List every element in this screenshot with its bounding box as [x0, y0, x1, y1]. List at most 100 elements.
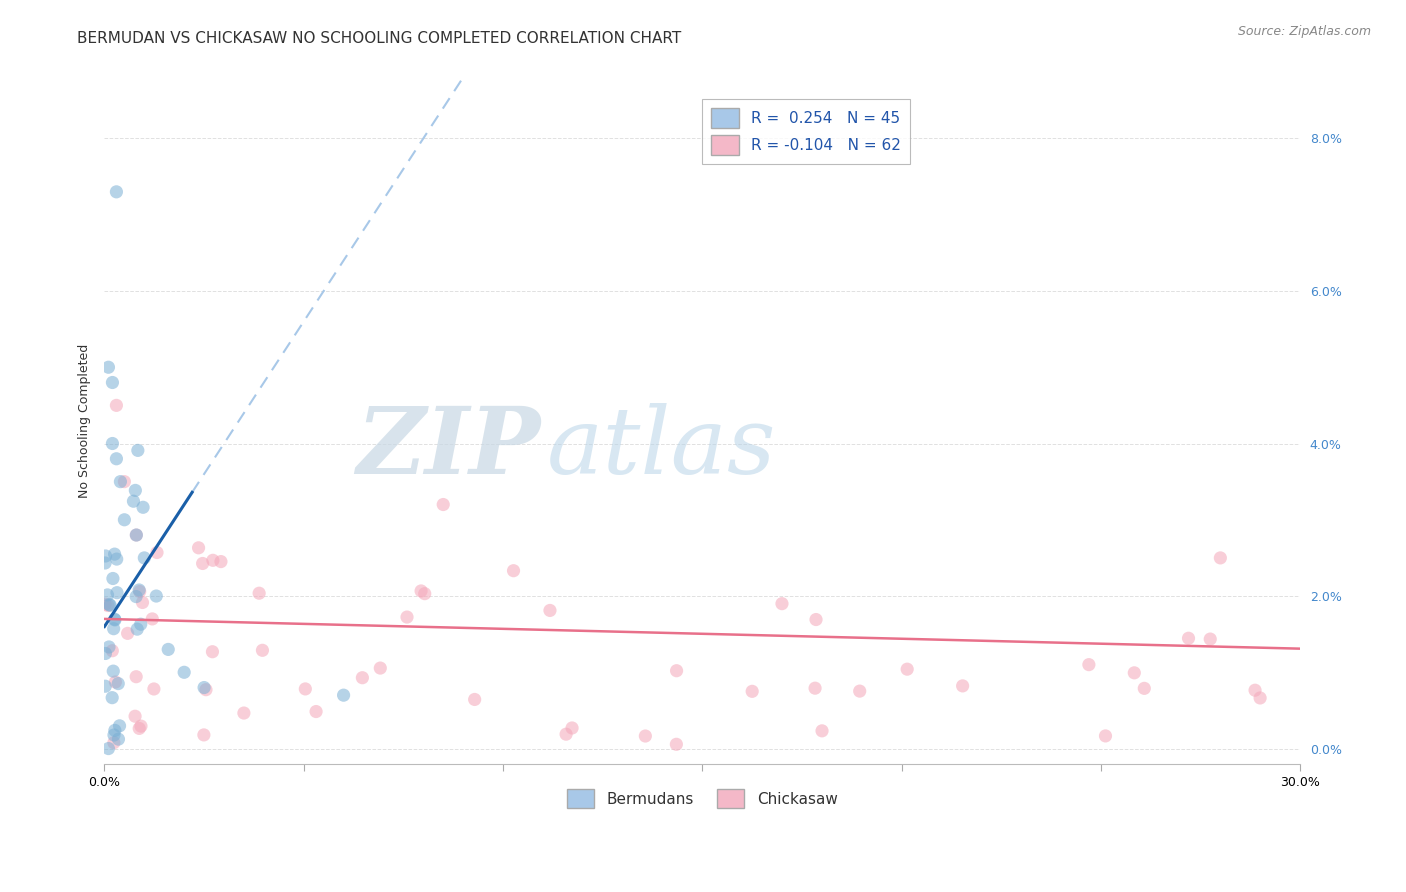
Point — [1244, 683, 1267, 698]
Point — [804, 613, 827, 627]
Point — [104, 547, 127, 561]
Y-axis label: No Schooling Completed: No Schooling Completed — [79, 343, 91, 498]
Text: ZIP: ZIP — [357, 403, 541, 493]
Point — [94, 597, 117, 611]
Point — [104, 613, 127, 627]
Point — [134, 550, 156, 565]
Point — [141, 612, 163, 626]
Point — [1209, 550, 1232, 565]
Point — [395, 610, 418, 624]
Point — [741, 684, 763, 698]
Point — [561, 721, 583, 735]
Point — [104, 612, 127, 626]
Point — [96, 588, 118, 602]
Point — [848, 684, 870, 698]
Point — [1199, 632, 1222, 646]
Point — [103, 622, 125, 636]
Point — [157, 642, 180, 657]
Text: atlas: atlas — [547, 403, 776, 493]
Point — [104, 675, 127, 690]
Point — [201, 553, 224, 567]
Point — [665, 737, 688, 751]
Point — [125, 528, 148, 542]
Point — [146, 545, 169, 559]
Text: Source: ZipAtlas.com: Source: ZipAtlas.com — [1237, 25, 1371, 38]
Text: BERMUDAN VS CHICKASAW NO SCHOOLING COMPLETED CORRELATION CHART: BERMUDAN VS CHICKASAW NO SCHOOLING COMPL… — [77, 31, 682, 46]
Point — [108, 719, 131, 733]
Point — [101, 376, 124, 390]
Point — [368, 661, 391, 675]
Point — [191, 557, 214, 571]
Point — [409, 583, 432, 598]
Point — [332, 688, 354, 702]
Point — [811, 723, 834, 738]
Point — [896, 662, 918, 676]
Point — [555, 727, 578, 741]
Point — [98, 598, 121, 612]
Point — [432, 498, 454, 512]
Point — [97, 741, 120, 756]
Point — [101, 690, 124, 705]
Point — [464, 692, 486, 706]
Point — [502, 564, 524, 578]
Point — [98, 640, 121, 654]
Point — [252, 643, 274, 657]
Point — [209, 555, 232, 569]
Point — [107, 732, 129, 747]
Point — [129, 617, 152, 632]
Legend: Bermudans, Chickasaw: Bermudans, Chickasaw — [561, 782, 844, 814]
Point — [110, 475, 132, 489]
Point — [101, 644, 124, 658]
Point — [94, 647, 117, 661]
Point — [105, 398, 128, 412]
Point — [247, 586, 270, 600]
Point — [103, 736, 125, 750]
Point — [94, 679, 117, 693]
Point — [952, 679, 974, 693]
Point — [124, 709, 146, 723]
Point — [665, 664, 688, 678]
Point — [413, 587, 436, 601]
Point — [305, 705, 328, 719]
Point — [94, 549, 117, 563]
Point — [97, 360, 120, 375]
Point — [94, 556, 117, 570]
Point — [101, 572, 124, 586]
Point — [538, 603, 561, 617]
Point — [105, 585, 128, 599]
Point — [127, 622, 149, 636]
Point — [103, 728, 125, 742]
Point — [1133, 681, 1156, 696]
Point — [1249, 690, 1271, 705]
Point — [201, 645, 224, 659]
Point — [1123, 665, 1146, 680]
Point — [105, 185, 128, 199]
Point — [125, 670, 148, 684]
Point — [173, 665, 195, 680]
Point — [1077, 657, 1099, 672]
Point — [125, 528, 148, 542]
Point — [124, 483, 146, 498]
Point — [98, 598, 121, 612]
Point — [117, 626, 139, 640]
Point — [105, 552, 128, 566]
Point — [128, 584, 150, 599]
Point — [131, 595, 153, 609]
Point — [804, 681, 827, 696]
Point — [104, 723, 127, 738]
Point — [107, 676, 129, 690]
Point — [97, 599, 120, 613]
Point — [128, 722, 150, 736]
Point — [101, 436, 124, 450]
Point — [122, 494, 145, 508]
Point — [232, 706, 254, 720]
Point — [128, 582, 150, 597]
Point — [193, 728, 215, 742]
Point — [1094, 729, 1116, 743]
Point — [129, 719, 152, 733]
Point — [145, 589, 167, 603]
Point — [770, 597, 793, 611]
Point — [193, 681, 215, 695]
Point — [1177, 632, 1199, 646]
Point — [132, 500, 155, 515]
